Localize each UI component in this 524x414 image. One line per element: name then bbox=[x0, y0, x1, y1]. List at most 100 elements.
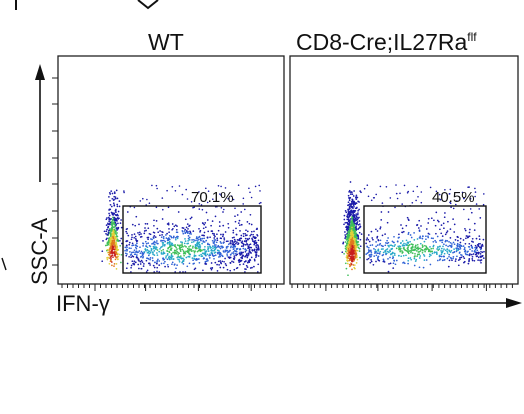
event-dot-wt-sparse bbox=[207, 190, 210, 192]
event-dot-ko-sparse bbox=[475, 203, 478, 205]
event-dot-ko-neg bbox=[349, 218, 352, 220]
event-dot-ko-sparse bbox=[455, 203, 457, 206]
event-dot-wt-pos bbox=[229, 269, 232, 272]
event-dot-wt-pos bbox=[192, 240, 195, 243]
event-dot-wt-pos bbox=[249, 246, 251, 249]
event-dot-ko-sparse bbox=[420, 201, 423, 204]
event-dot-ko-pos bbox=[421, 251, 424, 254]
event-dot-wt-pos bbox=[200, 253, 202, 256]
event-dot-ko-pos bbox=[471, 255, 474, 258]
event-dot-wt-pos bbox=[173, 252, 176, 255]
event-dot-wt-pos bbox=[217, 229, 220, 232]
event-dot-wt-neg bbox=[110, 211, 113, 214]
event-dot-ko-pos bbox=[407, 259, 410, 262]
event-dot-ko-pos bbox=[469, 248, 471, 251]
event-dot-ko-pos bbox=[474, 244, 477, 247]
event-dot-wt-pos bbox=[209, 267, 212, 270]
event-dot-wt-pos bbox=[177, 211, 180, 213]
event-dot-ko-pos bbox=[475, 255, 478, 258]
event-dot-ko-neg bbox=[352, 238, 355, 241]
event-dot-ko-pos bbox=[434, 239, 436, 242]
event-dot-wt-pos bbox=[230, 253, 232, 256]
event-dot-ko-pos bbox=[482, 238, 485, 241]
event-dot-wt-neg bbox=[113, 248, 116, 251]
event-dot-ko-neg bbox=[358, 231, 361, 234]
event-dot-wt-pos bbox=[158, 264, 161, 266]
event-dot-ko-pos bbox=[382, 251, 385, 254]
event-dot-wt-pos bbox=[204, 260, 207, 263]
event-dot-ko-neg bbox=[356, 213, 359, 216]
event-dot-wt-pos bbox=[187, 228, 189, 230]
event-dot-wt-pos bbox=[126, 232, 128, 235]
event-dot-ko-pos bbox=[453, 248, 455, 250]
event-dot-wt-pos bbox=[198, 235, 201, 238]
event-dot-ko-neg bbox=[353, 239, 356, 242]
event-dot-ko-pos bbox=[424, 244, 426, 247]
event-dot-wt-sparse bbox=[186, 198, 189, 200]
event-dot-ko-pos bbox=[477, 242, 480, 245]
event-dot-ko-pos bbox=[440, 251, 443, 254]
event-dot-ko-neg bbox=[355, 252, 357, 255]
event-dot-wt-sparse bbox=[237, 184, 240, 186]
event-dot-ko-neg bbox=[359, 190, 362, 192]
event-dot-ko-sparse bbox=[474, 191, 477, 193]
event-dot-ko-pos bbox=[402, 254, 405, 257]
event-dot-wt-pos bbox=[211, 267, 214, 269]
event-dot-wt-pos bbox=[174, 245, 177, 248]
event-dot-wt-pos bbox=[170, 254, 173, 256]
event-dot-wt-pos bbox=[156, 249, 159, 251]
event-dot-ko-pos bbox=[410, 236, 413, 239]
event-dot-wt-sparse bbox=[258, 184, 261, 187]
event-dot-ko-pos bbox=[459, 237, 462, 240]
event-dot-wt-pos bbox=[160, 249, 163, 252]
event-dot-ko-pos bbox=[401, 227, 404, 230]
event-dot-wt-pos bbox=[180, 257, 182, 259]
event-dot-ko-pos bbox=[470, 244, 473, 247]
event-dot-wt-pos bbox=[212, 242, 215, 244]
event-dot-ko-sparse bbox=[411, 202, 414, 204]
event-dot-ko-pos bbox=[436, 219, 439, 222]
event-dot-wt-neg bbox=[114, 242, 117, 245]
event-dot-wt-pos bbox=[242, 254, 245, 257]
event-dot-ko-neg bbox=[348, 234, 351, 237]
event-dot-wt-pos bbox=[240, 245, 243, 248]
event-dot-wt-pos bbox=[150, 249, 153, 252]
event-dot-wt-pos bbox=[159, 230, 161, 232]
event-dot-wt-pos bbox=[200, 249, 203, 252]
event-dot-wt-pos bbox=[152, 245, 155, 248]
event-dot-ko-neg bbox=[350, 256, 352, 258]
event-dot-wt-pos bbox=[210, 262, 213, 264]
event-dot-wt-pos bbox=[199, 250, 202, 253]
event-dot-wt-neg bbox=[108, 222, 111, 225]
event-dot-ko-neg bbox=[351, 210, 353, 213]
event-dot-wt-pos bbox=[157, 242, 159, 245]
event-dot-wt-neg bbox=[114, 196, 117, 198]
event-dot-wt-pos bbox=[147, 227, 150, 230]
event-dot-ko-pos bbox=[366, 258, 368, 261]
event-dot-wt-neg bbox=[115, 208, 117, 211]
event-dot-ko-sparse bbox=[385, 186, 388, 188]
event-dot-ko-pos bbox=[374, 250, 376, 253]
event-dot-wt-neg bbox=[113, 263, 116, 265]
event-dot-ko-pos bbox=[479, 217, 482, 219]
event-dot-wt-pos bbox=[176, 225, 178, 227]
event-dot-ko-neg bbox=[346, 259, 348, 262]
event-dot-ko-pos bbox=[419, 242, 422, 245]
event-dot-ko-pos bbox=[463, 247, 466, 249]
event-dot-wt-pos bbox=[161, 239, 164, 242]
event-dot-wt-pos bbox=[218, 256, 220, 258]
event-dot-ko-pos bbox=[475, 252, 478, 254]
event-dot-wt-pos bbox=[218, 264, 220, 266]
event-dot-ko-pos bbox=[452, 218, 454, 220]
event-dot-wt-pos bbox=[234, 215, 236, 218]
event-dot-wt-sparse bbox=[162, 208, 164, 211]
event-dot-ko-neg bbox=[346, 225, 348, 228]
event-dot-wt-pos bbox=[125, 267, 128, 270]
event-dot-ko-pos bbox=[392, 262, 395, 265]
event-dot-ko-neg bbox=[353, 236, 356, 238]
event-dot-ko-pos bbox=[427, 236, 430, 239]
event-dot-wt-pos bbox=[204, 262, 207, 265]
event-dot-wt-neg bbox=[111, 225, 114, 228]
event-dot-wt-pos bbox=[215, 241, 218, 244]
event-dot-wt-pos bbox=[256, 243, 258, 246]
